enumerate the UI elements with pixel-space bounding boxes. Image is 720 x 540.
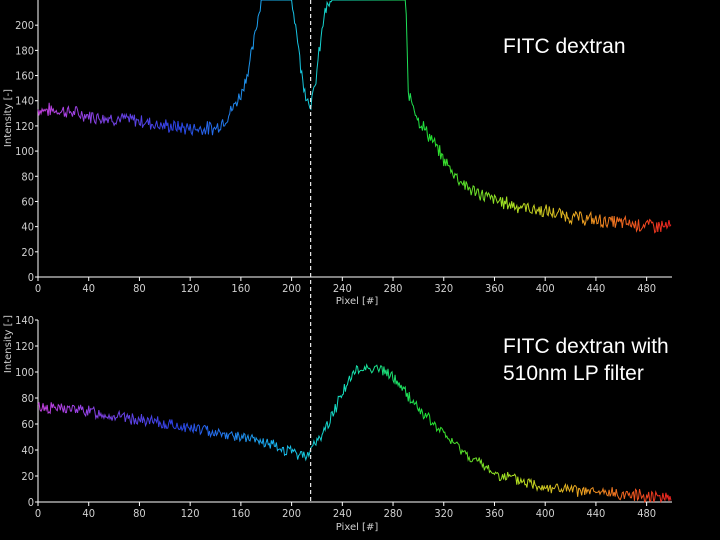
chart-2-series: [37, 363, 672, 504]
chart-2-ticks: 0 40 80 120 160 200 240 280 320 360 400 440 480 0 20 40…: [15, 314, 656, 520]
chart-1-axes: [37, 0, 672, 278]
chart-2-x-tick-label: 480: [637, 507, 656, 520]
chart-1-y-tick-label: 80: [21, 170, 34, 183]
chart-1-series: [37, 0, 672, 234]
chart-2-x-tick-label: 360: [485, 507, 504, 520]
chart-1-ticks: 0 40 80 120 160 200 240 280 320 360 400 440 480 0 20 40…: [15, 19, 656, 295]
chart-1-y-tick-label: 0: [28, 271, 34, 284]
chart-2-x-tick-label: 280: [384, 507, 403, 520]
chart-1-x-tick-label: 80: [133, 282, 146, 295]
chart-2-y-tick-label: 100: [15, 366, 34, 379]
chart-1-y-tick-label: 20: [21, 246, 34, 259]
chart-1-x-tick-label: 320: [434, 282, 453, 295]
chart-2-annotation: FITC dextran with 510nm LP filter: [503, 335, 669, 385]
chart-fitc-dextran-lp-filter: 0 40 80 120 160 200 240 280 320 360 400 440 480 0 20 40…: [3, 314, 672, 533]
chart-1-y-tick-label: 60: [21, 195, 34, 208]
chart-2-x-tick-label: 240: [333, 507, 352, 520]
chart-2-x-tick-label: 160: [231, 507, 250, 520]
chart-1-x-tick-label: 160: [231, 282, 250, 295]
chart-2-x-tick-label: 200: [282, 507, 301, 520]
chart-2-x-tick-label: 120: [181, 507, 200, 520]
chart-1-y-tick-label: 140: [15, 95, 34, 108]
chart-1-x-tick-label: 360: [485, 282, 504, 295]
chart-1-y-tick-label: 200: [15, 19, 34, 32]
chart-fitc-dextran: 0 40 80 120 160 200 240 280 320 360 400 440 480 0 20 40…: [3, 0, 672, 307]
chart-2-y-tick-label: 0: [28, 496, 34, 509]
chart-1-x-tick-label: 120: [181, 282, 200, 295]
chart-2-x-tick-label: 40: [82, 507, 95, 520]
chart-1-series-line: [37, 0, 672, 234]
chart-1-x-tick-label: 400: [536, 282, 555, 295]
chart-1-x-tick-label: 440: [586, 282, 605, 295]
chart-2-axes: [37, 320, 672, 503]
chart-1-x-tick-label: 200: [282, 282, 301, 295]
chart-1-y-tick-label: 100: [15, 145, 34, 158]
chart-1-x-tick-label: 280: [384, 282, 403, 295]
chart-1-x-tick-label: 40: [82, 282, 95, 295]
chart-1-ylabel: Intensity [-]: [3, 89, 14, 147]
chart-1-annotation: FITC dextran: [503, 35, 626, 58]
chart-2-y-tick-label: 80: [21, 392, 34, 405]
chart-1-y-tick-label: 180: [15, 44, 34, 57]
chart-1-xlabel: Pixel [#]: [336, 296, 379, 307]
chart-2-x-tick-label: 400: [536, 507, 555, 520]
chart-2-y-tick-label: 40: [21, 444, 34, 457]
chart-2-y-tick-label: 20: [21, 470, 34, 483]
chart-2-x-tick-label: 320: [434, 507, 453, 520]
chart-2-x-tick-label: 80: [133, 507, 146, 520]
chart-2-x-tick-label: 0: [35, 507, 41, 520]
chart-1-y-tick-label: 40: [21, 221, 34, 234]
chart-1-x-tick-label: 480: [637, 282, 656, 295]
chart-1-y-tick-label: 160: [15, 70, 34, 83]
chart-2-xlabel: Pixel [#]: [336, 522, 379, 533]
chart-2-y-tick-label: 60: [21, 418, 34, 431]
chart-2-x-tick-label: 440: [586, 507, 605, 520]
chart-1-x-tick-label: 240: [333, 282, 352, 295]
chart-2-ylabel: Intensity [-]: [3, 315, 14, 373]
chart-1-x-tick-label: 0: [35, 282, 41, 295]
chart-2-y-tick-label: 120: [15, 340, 34, 353]
chart-2-y-tick-label: 140: [15, 314, 34, 327]
chart-2-series-line: [37, 363, 672, 504]
chart-1-y-tick-label: 120: [15, 120, 34, 133]
